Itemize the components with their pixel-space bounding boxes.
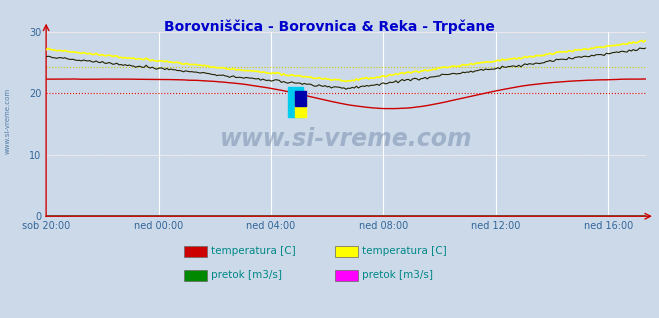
Bar [295,91,306,106]
Text: pretok [m3/s]: pretok [m3/s] [362,270,434,280]
Text: pretok [m3/s]: pretok [m3/s] [211,270,282,280]
Text: www.si-vreme.com: www.si-vreme.com [5,88,11,154]
Text: Borovniščica - Borovnica & Reka - Trpčane: Borovniščica - Borovnica & Reka - Trpčan… [164,19,495,34]
Text: temperatura [C]: temperatura [C] [211,246,296,256]
Bar [288,87,302,117]
Text: temperatura [C]: temperatura [C] [362,246,447,256]
Bar [295,98,306,117]
Text: www.si-vreme.com: www.si-vreme.com [219,127,473,151]
